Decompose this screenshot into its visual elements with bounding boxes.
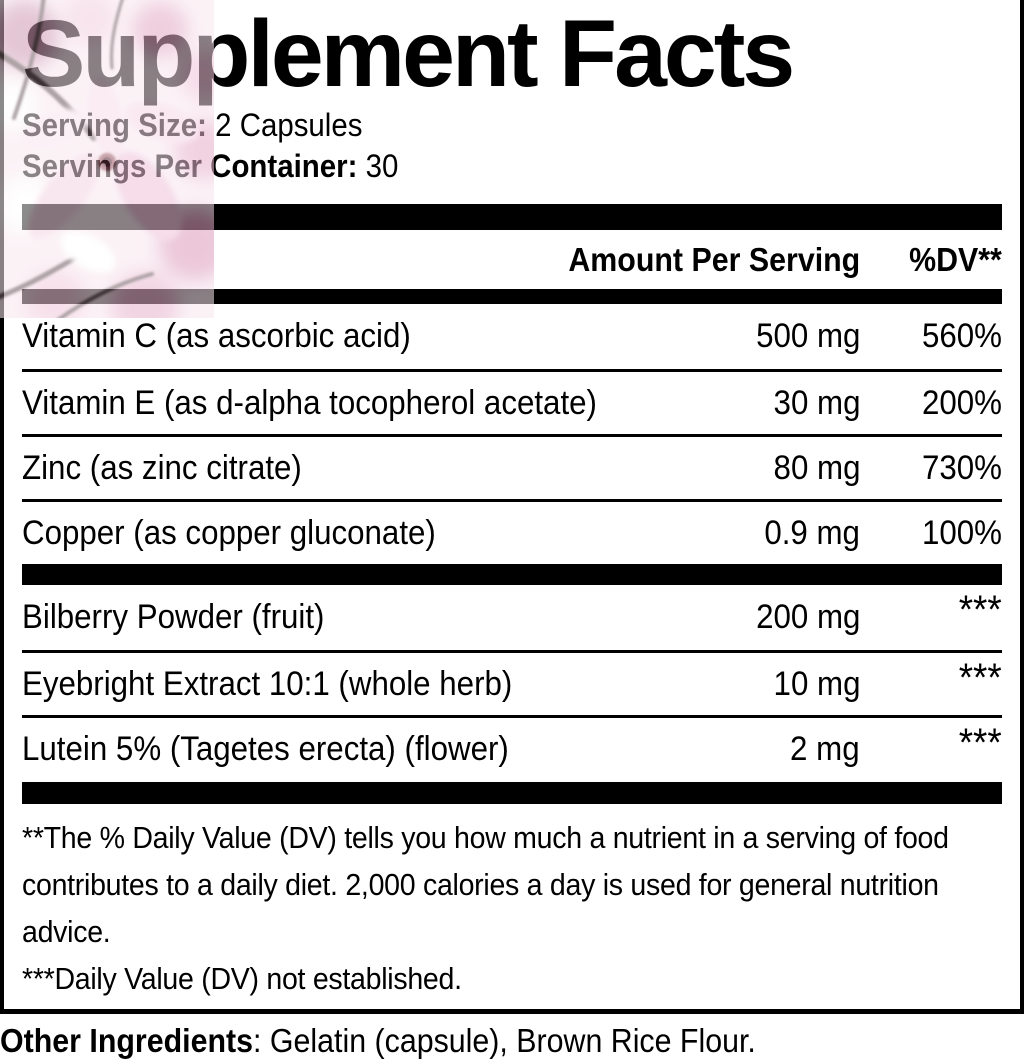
botanical-row-eyebright: Eyebright Extract 10:1 (whole herb) 10 m… [22,650,1002,715]
supplement-facts-panel: Supplement Facts Serving Size: 2 Capsules… [0,0,1024,1014]
serving-size-value: 2 Capsules [215,107,363,143]
panel-title: Supplement Facts [22,1,795,107]
serving-size-label: Serving Size: [22,107,207,143]
nutrient-row-copper: Copper (as copper gluconate) 0.9 mg 100% [22,499,1002,564]
nutrient-row-zinc: Zinc (as zinc citrate) 80 mg 730% [22,434,1002,499]
serving-size-line: Serving Size: 2 Capsules [22,105,1002,146]
other-ingredients-label: Other Ingredients [0,1022,254,1059]
amount-per-serving-header: Amount Per Serving [568,240,860,278]
nutrient-row-vitamin-e: Vitamin E (as d-alpha tocopherol acetate… [22,369,1002,434]
botanical-row-bilberry: Bilberry Powder (fruit) 200 mg *** [22,588,1002,636]
percent-dv-header: %DV** [909,240,1002,278]
botanical-rows: Bilberry Powder (fruit) 200 mg *** Eyebr… [22,585,1002,780]
thick-divider-middle [22,564,1002,585]
servings-per-container-line: Servings Per Container: 30 [22,146,1002,187]
facts-header-row: Amount Per Serving %DV** [22,230,1002,289]
nutrient-row-vitamin-c: Vitamin C (as ascorbic acid) 500 mg 560% [22,317,1002,355]
botanical-row-lutein: Lutein 5% (Tagetes erecta) (flower) 2 mg… [22,715,1002,780]
other-ingredients-line: Other Ingredients: Gelatin (capsule), Br… [0,1021,822,1061]
footnote-dv: **The % Daily Value (DV) tells you how m… [22,820,949,949]
servings-per-container-value: 30 [365,148,399,184]
other-ingredients-value: : Gelatin (capsule), Brown Rice Flour. [253,1022,756,1059]
thick-divider-top [22,204,1002,230]
footnote-not-established: ***Daily Value (DV) not established. [22,961,462,996]
thick-divider-bottom [22,782,1002,804]
servings-per-container-label: Servings Per Container: [22,148,358,184]
nutrient-rows: Vitamin C (as ascorbic acid) 500 mg 560%… [22,304,1002,564]
thick-divider-header [22,289,1002,304]
footnotes: **The % Daily Value (DV) tells you how m… [22,814,1002,1002]
